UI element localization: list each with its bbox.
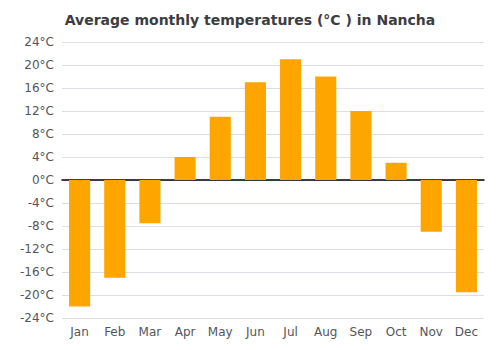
svg-text:Jan: Jan (69, 325, 89, 339)
svg-text:Oct: Oct (386, 325, 407, 339)
svg-text:0°C: 0°C (32, 173, 54, 187)
svg-text:Dec: Dec (455, 325, 478, 339)
svg-text:8°C: 8°C (32, 127, 54, 141)
svg-text:Feb: Feb (104, 325, 125, 339)
svg-text:Sep: Sep (350, 325, 373, 339)
svg-text:4°C: 4°C (32, 150, 54, 164)
svg-text:-4°C: -4°C (28, 196, 54, 210)
svg-text:Aug: Aug (314, 325, 337, 339)
svg-text:-24°C: -24°C (20, 311, 54, 325)
svg-text:24°C: 24°C (24, 35, 54, 49)
svg-text:-20°C: -20°C (20, 288, 54, 302)
svg-text:May: May (208, 325, 233, 339)
svg-text:12°C: 12°C (24, 104, 54, 118)
svg-text:20°C: 20°C (24, 58, 54, 72)
svg-text:Apr: Apr (175, 325, 196, 339)
svg-text:Average monthly temperatures (: Average monthly temperatures (°C ) in Na… (65, 12, 436, 28)
svg-text:-16°C: -16°C (20, 265, 54, 279)
svg-text:Mar: Mar (139, 325, 162, 339)
svg-text:Nov: Nov (420, 325, 443, 339)
svg-text:16°C: 16°C (24, 81, 54, 95)
svg-text:Jun: Jun (245, 325, 265, 339)
svg-text:-12°C: -12°C (20, 242, 54, 256)
svg-text:-8°C: -8°C (28, 219, 54, 233)
svg-text:Jul: Jul (282, 325, 297, 339)
